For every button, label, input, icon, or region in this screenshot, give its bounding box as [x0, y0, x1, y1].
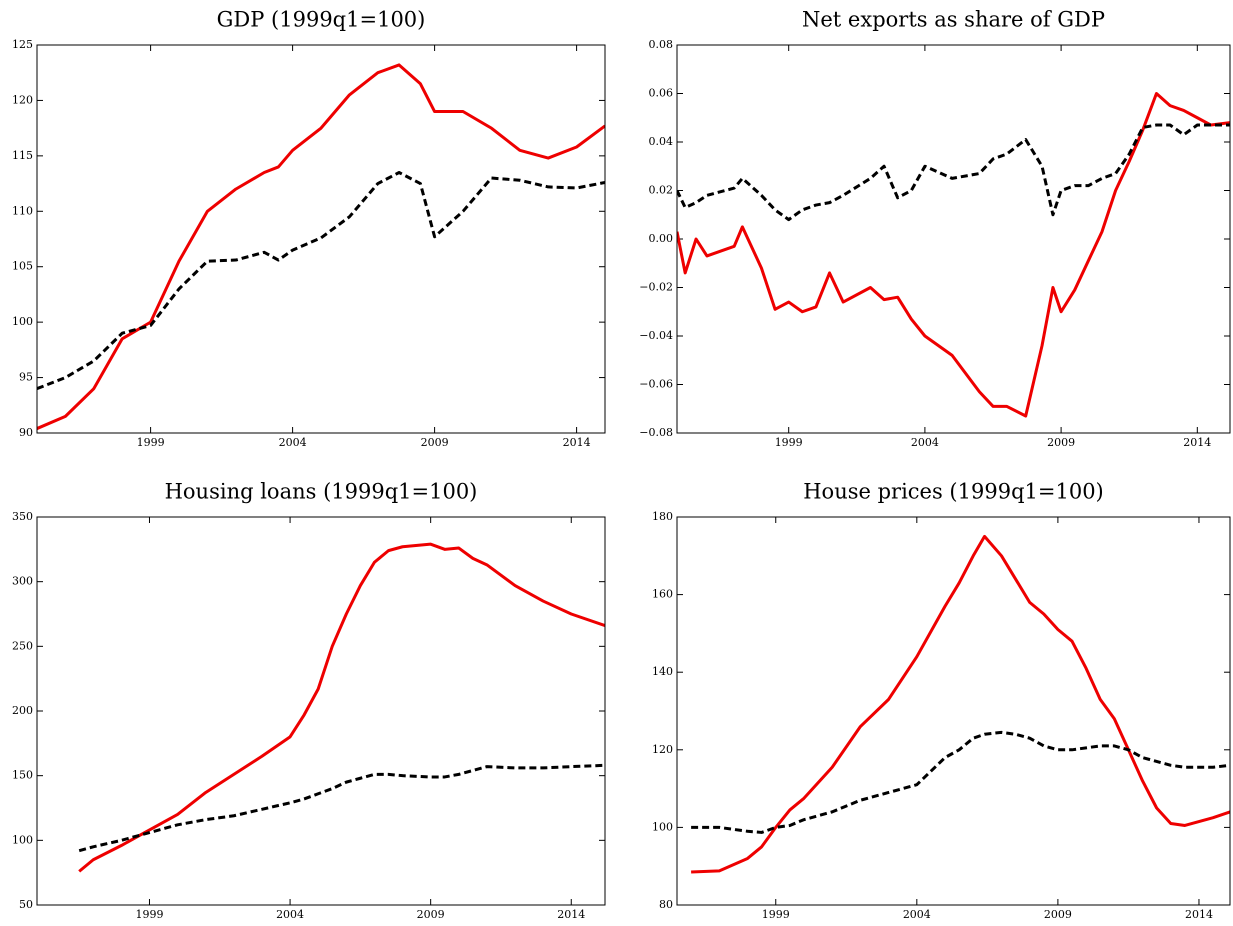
x-tick-label: 2014 — [1185, 908, 1213, 921]
y-tick-label: 200 — [12, 704, 33, 717]
x-tick-label: 1999 — [775, 436, 803, 449]
x-tick-label: 2009 — [1044, 908, 1072, 921]
y-tick-label: 140 — [652, 665, 673, 678]
y-tick-label: 95 — [19, 371, 33, 384]
y-tick-label: 160 — [652, 588, 673, 601]
x-tick-label: 2004 — [279, 436, 307, 449]
series-line — [691, 730, 1230, 834]
chart-title: House prices (1999q1=100) — [803, 480, 1104, 504]
x-tick-label: 2004 — [903, 908, 931, 921]
series-line — [37, 170, 605, 391]
y-tick-label: 0.00 — [649, 232, 674, 245]
y-tick-label: 350 — [12, 510, 33, 523]
y-tick-label: 180 — [652, 510, 673, 523]
y-tick-label: 250 — [12, 639, 33, 652]
x-tick-label: 2014 — [557, 908, 585, 921]
y-tick-label: −0.08 — [639, 426, 673, 439]
series-line — [677, 92, 1230, 418]
plot-frame — [676, 516, 1231, 906]
y-tick-label: −0.02 — [639, 281, 673, 294]
y-tick-label: 0.08 — [649, 38, 674, 51]
series-line — [677, 123, 1230, 222]
y-tick-label: 0.06 — [649, 87, 674, 100]
x-tick-label: 1999 — [762, 908, 790, 921]
chart-title: Net exports as share of GDP — [802, 8, 1105, 32]
x-tick-label: 2009 — [1047, 436, 1075, 449]
y-tick-label: 300 — [12, 575, 33, 588]
y-tick-label: 80 — [659, 898, 673, 911]
y-tick-label: 50 — [19, 898, 33, 911]
series-line — [78, 763, 605, 853]
y-tick-label: 100 — [12, 833, 33, 846]
y-tick-label: 100 — [652, 820, 673, 833]
y-tick-label: 125 — [12, 38, 33, 51]
y-tick-label: 0.02 — [649, 184, 674, 197]
y-tick-label: 110 — [12, 204, 33, 217]
x-tick-label: 1999 — [135, 908, 163, 921]
chart-title: Housing loans (1999q1=100) — [165, 480, 478, 504]
y-tick-label: 0.04 — [649, 135, 674, 148]
plot-frame — [676, 44, 1231, 434]
chart-title: GDP (1999q1=100) — [217, 8, 426, 32]
x-tick-label: 1999 — [137, 436, 165, 449]
y-tick-label: 150 — [12, 769, 33, 782]
x-tick-label: 2004 — [911, 436, 939, 449]
y-tick-label: −0.04 — [639, 329, 673, 342]
y-tick-label: 105 — [12, 260, 33, 273]
y-tick-label: 100 — [12, 315, 33, 328]
x-tick-label: 2004 — [276, 908, 304, 921]
x-tick-label: 2009 — [421, 436, 449, 449]
y-tick-label: 120 — [652, 743, 673, 756]
series-line — [78, 542, 605, 873]
plot-frame — [36, 44, 606, 434]
y-tick-label: 115 — [12, 149, 33, 162]
plot-frame — [36, 516, 606, 906]
y-tick-label: −0.06 — [639, 378, 673, 391]
x-tick-label: 2014 — [1183, 436, 1211, 449]
x-tick-label: 2014 — [563, 436, 591, 449]
series-line — [37, 63, 605, 430]
y-tick-label: 120 — [12, 93, 33, 106]
series-line — [691, 534, 1230, 874]
x-tick-label: 2009 — [417, 908, 445, 921]
y-tick-label: 90 — [19, 426, 33, 439]
